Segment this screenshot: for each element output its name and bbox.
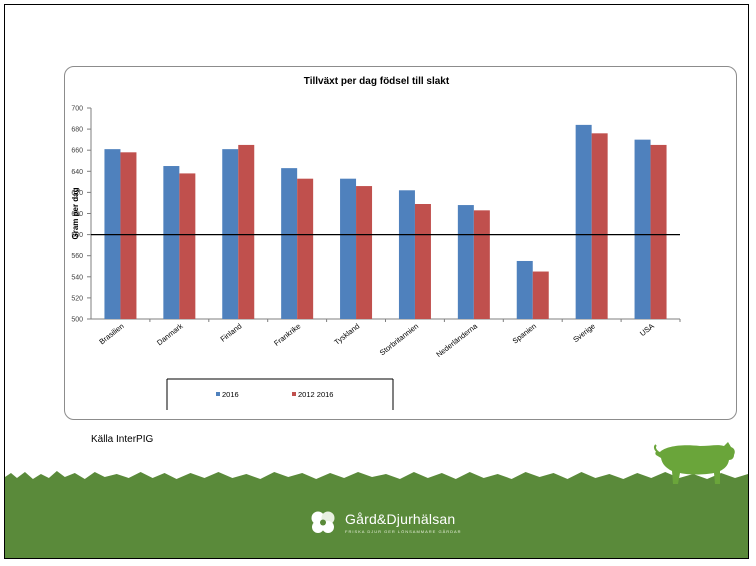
bar-chart: 500 520 540 560 580 600 620 640 660 680 700 Gram pe… [71, 106, 681, 410]
pig-silhouette-icon [653, 442, 735, 484]
y-tick-label: 640 [71, 169, 83, 176]
x-tick-label: Tyskland [332, 321, 361, 346]
legend-swatch [216, 392, 220, 396]
source-note: Källa InterPIG [91, 434, 154, 445]
y-tick-label: 540 [71, 274, 83, 281]
y-tick-label: 620 [71, 190, 83, 197]
bar-series2 [532, 271, 549, 319]
brand-logo: Gård&Djurhälsan FRISKA DJUR GER LÖNSAMMA… [309, 510, 462, 534]
bar-series1 [398, 190, 415, 319]
bar-series1 [163, 166, 180, 319]
y-tick-label: 520 [71, 295, 83, 302]
bar-series1 [634, 139, 651, 319]
grass-edge-icon [5, 471, 748, 484]
bar-series2 [238, 144, 255, 319]
y-tick-label: 500 [71, 317, 83, 324]
bar-series2 [297, 178, 314, 319]
y-tick-label: 560 [71, 253, 83, 260]
x-tick-label: Brasilien [97, 321, 125, 346]
bar-series2 [414, 204, 431, 319]
y-tick-label: 600 [71, 211, 83, 218]
x-tick-label: Spanien [511, 321, 538, 345]
y-tick-label: 660 [71, 148, 83, 155]
logo-tagline: FRISKA DJUR GER LÖNSAMMARE GÅRDAR [345, 528, 462, 534]
x-tick-label: USA [638, 321, 656, 338]
x-tick-label: Storbritannien [378, 321, 420, 357]
legend-swatch [292, 392, 296, 396]
bar-series2 [473, 210, 490, 319]
bar-series2 [179, 173, 196, 319]
bar-series2 [356, 186, 373, 319]
x-tick-label: Nederländerna [434, 321, 479, 359]
y-tick-label: 700 [71, 106, 83, 113]
legend-label: 2016 [222, 390, 239, 399]
x-tick-label: Frankrike [272, 321, 302, 347]
x-tick-label: Sverige [571, 321, 597, 344]
x-tick-label: Danmark [155, 321, 185, 347]
legend-label: 2012 2016 [298, 390, 333, 399]
bar-series1 [281, 168, 298, 319]
y-tick-label: 580 [71, 232, 83, 239]
y-axis-label: Gram per dag [71, 187, 80, 239]
y-tick-label: 680 [71, 127, 83, 134]
slide: Tillväxt per dag födsel till slakt 500 52… [4, 4, 749, 559]
x-tick-label: Finland [219, 321, 244, 343]
bar-series1 [340, 178, 357, 319]
bar-series2 [120, 152, 137, 319]
chart-title: Tillväxt per dag födsel till slakt [303, 76, 450, 87]
bar-series2 [591, 133, 608, 319]
bar-series1 [457, 205, 474, 319]
clover-logo-icon [311, 511, 335, 533]
logo-name: Gård&Djurhälsan [345, 510, 456, 527]
bar-series1 [575, 124, 592, 319]
bar-series1 [516, 260, 533, 319]
footer-band: Gård&Djurhälsan FRISKA DJUR GER LÖNSAMMA… [5, 442, 748, 558]
bar-series2 [650, 144, 667, 319]
